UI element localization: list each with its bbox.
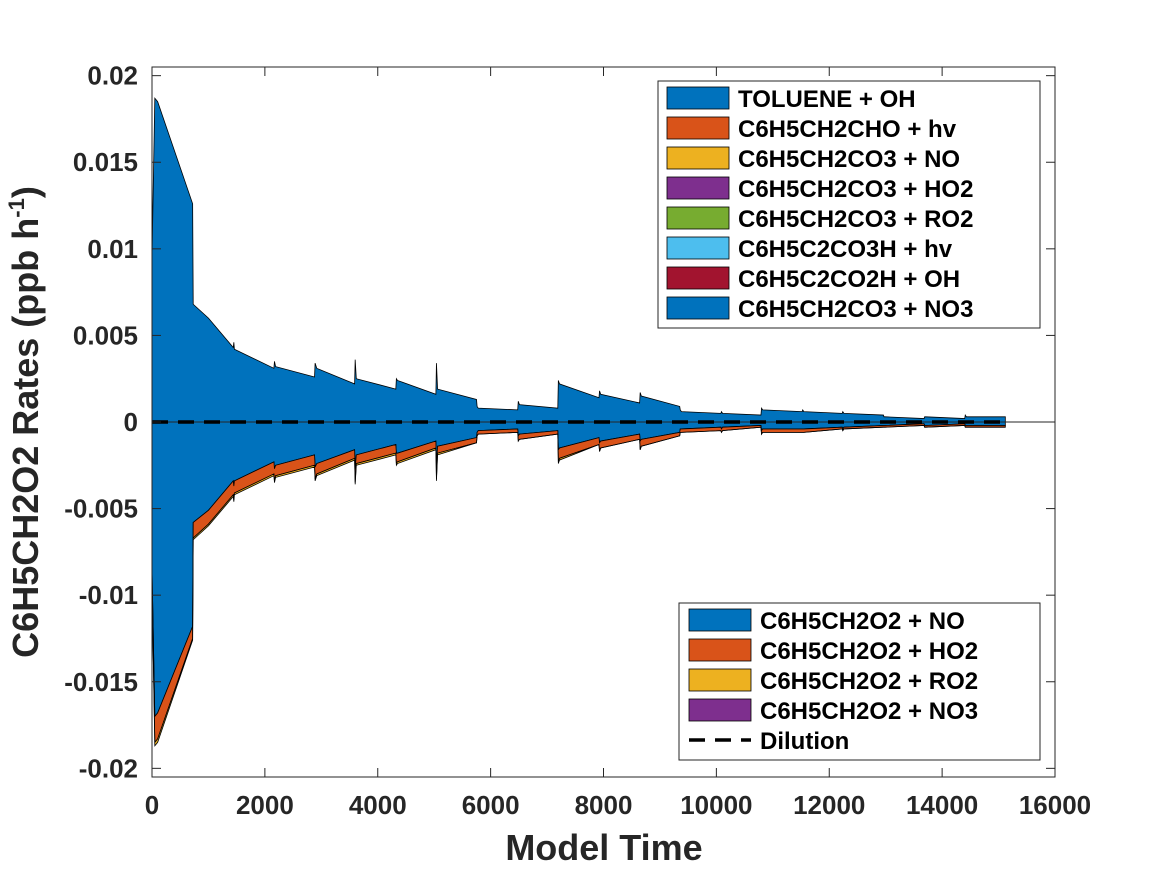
legend-swatch-c6h5ch2cho-hv: [667, 117, 729, 139]
legend-swatch-c6h5ch2co3-no3: [667, 297, 729, 319]
x-tick-label: 10000: [680, 790, 752, 820]
legend-swatch-c6h5ch2co3-ro2: [667, 207, 729, 229]
production-legend: TOLUENE + OH C6H5CH2CHO + hv C6H5CH2CO3 + …: [658, 81, 1040, 328]
legend-label-c6h5ch2cho-hv: C6H5CH2CHO + hv: [738, 116, 957, 143]
y-tick-label: -0.015: [64, 667, 138, 697]
legend-swatch-c6h5ch2o2-no3: [689, 699, 751, 721]
legend-swatch-c6h5ch2o2-ro2: [689, 669, 751, 691]
legend-label-c6h5c2co2h-oh: C6H5C2CO2H + OH: [738, 266, 960, 293]
loss-legend: C6H5CH2O2 + NO C6H5CH2O2 + HO2 C6H5CH2O2 +…: [679, 603, 1040, 760]
y-tick-label: 0.005: [73, 320, 138, 350]
y-tick-label: 0: [124, 407, 138, 437]
x-tick-label: 12000: [793, 790, 865, 820]
legend-label-dilution: Dilution: [760, 728, 849, 755]
legend-swatch-c6h5ch2o2-ho2: [689, 639, 751, 661]
legend-label-c6h5ch2co3-ro2: C6H5CH2CO3 + RO2: [738, 206, 973, 233]
legend-swatch-toluene-oh: [667, 87, 729, 109]
x-tick-label: 8000: [575, 790, 633, 820]
y-tick-label: 0.02: [87, 61, 138, 91]
legend-label-c6h5ch2o2-ho2: C6H5CH2O2 + HO2: [760, 638, 978, 665]
y-axis-title-main: C6H5CH2O2 Rates (ppb h: [5, 218, 46, 658]
legend-label-c6h5ch2co3-no: C6H5CH2CO3 + NO: [738, 146, 960, 173]
legend-swatch-c6h5ch2o2-no: [689, 609, 751, 631]
y-axis-title-close: ): [5, 186, 46, 198]
x-tick-label: 2000: [236, 790, 294, 820]
legend-swatch-c6h5ch2co3-ho2: [667, 177, 729, 199]
legend-label-c6h5ch2co3-ho2: C6H5CH2CO3 + HO2: [738, 176, 973, 203]
legend-label-c6h5ch2o2-ro2: C6H5CH2O2 + RO2: [760, 668, 978, 695]
x-tick-label: 14000: [906, 790, 978, 820]
legend-label-c6h5c2co3h-hv: C6H5C2CO3H + hv: [738, 236, 953, 263]
x-tick-label: 6000: [462, 790, 520, 820]
y-tick-label: -0.01: [79, 580, 138, 610]
legend-swatch-c6h5ch2co3-no: [667, 147, 729, 169]
y-tick-label: 0.015: [73, 147, 138, 177]
legend-swatch-c6h5c2co3h-hv: [667, 237, 729, 259]
y-axis-title-sup: -1: [4, 198, 29, 218]
x-axis-title: Model Time: [505, 827, 702, 868]
x-tick-label: 0: [145, 790, 159, 820]
y-axis-title: C6H5CH2O2 Rates (ppb h-1): [4, 186, 46, 658]
y-tick-label: 0.01: [87, 234, 138, 264]
y-tick-label: -0.02: [79, 753, 138, 783]
x-tick-label: 16000: [1019, 790, 1091, 820]
legend-label-c6h5ch2o2-no3: C6H5CH2O2 + NO3: [760, 698, 978, 725]
y-tick-label: -0.005: [64, 494, 138, 524]
x-tick-label: 4000: [349, 790, 407, 820]
legend-label-c6h5ch2co3-no3: C6H5CH2CO3 + NO3: [738, 296, 973, 323]
legend-label-toluene-oh: TOLUENE + OH: [738, 86, 916, 113]
legend-label-c6h5ch2o2-no: C6H5CH2O2 + NO: [760, 608, 965, 635]
legend-swatch-c6h5c2co2h-oh: [667, 267, 729, 289]
